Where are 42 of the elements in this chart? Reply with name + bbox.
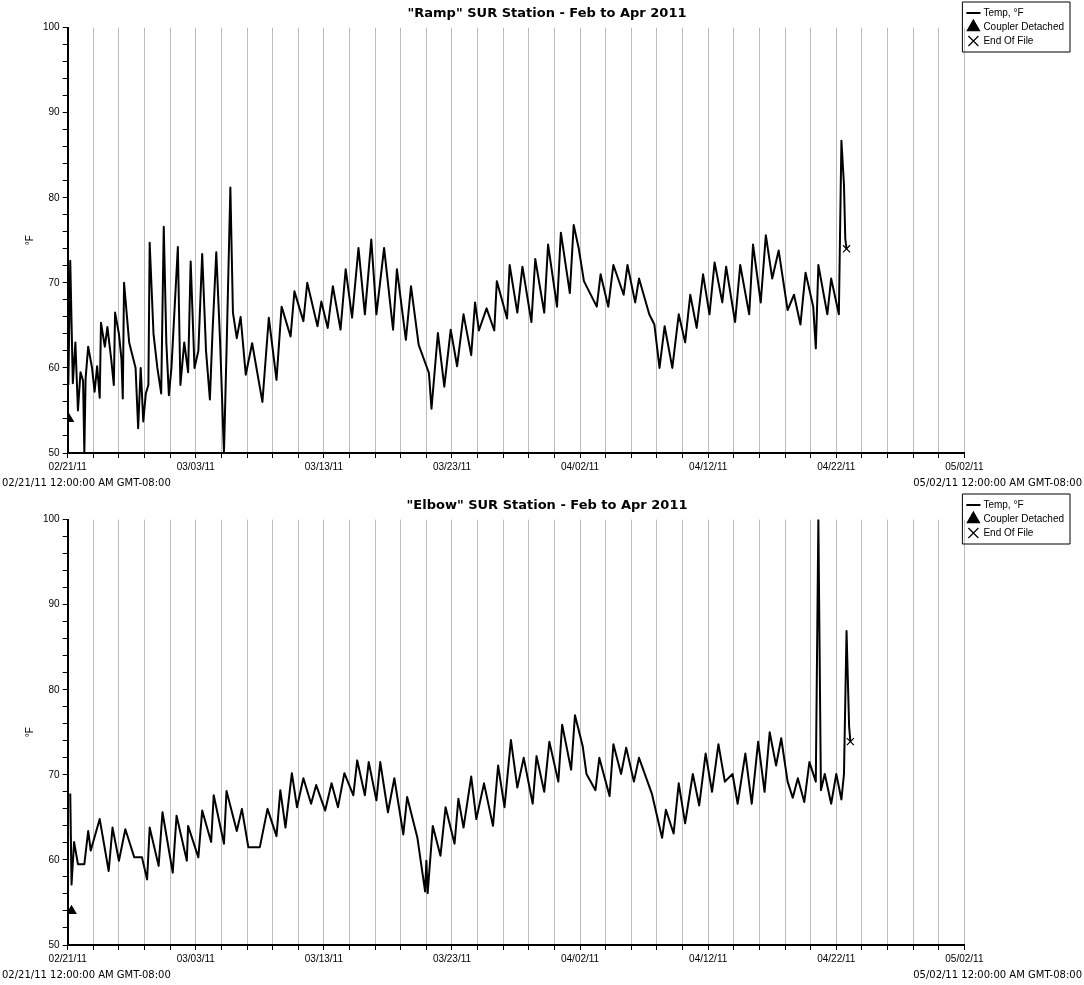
y-tick-label: 80	[48, 191, 61, 203]
text: 02/21/11 12:00:00 AM GMT-08:00	[2, 476, 171, 488]
y-axis-title: °F	[23, 727, 35, 738]
x-tick-label: 03/13/11	[304, 952, 344, 964]
y-tick-label: 60	[48, 853, 61, 865]
x-tick-label: 03/23/11	[432, 952, 472, 964]
chart-title: "Ramp" SUR Station - Feb to Apr 2011	[407, 5, 687, 21]
y-tick-label: 80	[48, 683, 61, 695]
legend-label: Coupler Detached	[983, 20, 1064, 32]
x-tick-label: 03/13/11	[304, 460, 344, 472]
x-tick-label: 02/21/11	[48, 952, 88, 964]
x-tick-label: 03/03/11	[176, 952, 216, 964]
y-tick-label: 50	[48, 446, 61, 458]
y-tick-label: 60	[48, 361, 61, 373]
y-axis-title: °F	[23, 235, 35, 246]
text: 02/21/11 12:00:00 AM GMT-08:00	[2, 968, 171, 980]
chart-title: "Elbow" SUR Station - Feb to Apr 2011	[406, 497, 688, 513]
legend-label: Temp, °F	[983, 498, 1024, 510]
y-tick-label: 100	[43, 513, 61, 525]
legend-label: End Of File	[983, 34, 1034, 46]
x-tick-label: 03/23/11	[432, 460, 472, 472]
x-tick-label: 04/22/11	[817, 952, 856, 964]
legend-label: Temp, °F	[983, 6, 1024, 18]
x-tick-label: 04/12/11	[689, 460, 728, 472]
x-tick-label: 02/21/11	[48, 460, 88, 472]
y-tick-label: 100	[43, 21, 61, 33]
x-tick-label: 04/02/11	[561, 952, 600, 964]
x-tick-label: 03/03/11	[176, 460, 216, 472]
x-tick-label: 04/02/11	[561, 460, 600, 472]
y-tick-label: 90	[48, 598, 61, 610]
legend-label: Coupler Detached	[983, 512, 1064, 524]
x-tick-label: 05/02/11	[945, 952, 984, 964]
y-tick-label: 50	[48, 938, 61, 950]
text: 05/02/11 12:00:00 AM GMT-08:00	[913, 968, 1082, 980]
y-tick-label: 70	[48, 276, 61, 288]
x-tick-label: 04/12/11	[689, 952, 728, 964]
y-tick-label: 90	[48, 106, 61, 118]
x-tick-label: 04/22/11	[817, 460, 856, 472]
text: 05/02/11 12:00:00 AM GMT-08:00	[913, 476, 1082, 488]
legend-label: End Of File	[983, 526, 1034, 538]
y-tick-label: 70	[48, 768, 61, 780]
x-tick-label: 05/02/11	[945, 460, 984, 472]
